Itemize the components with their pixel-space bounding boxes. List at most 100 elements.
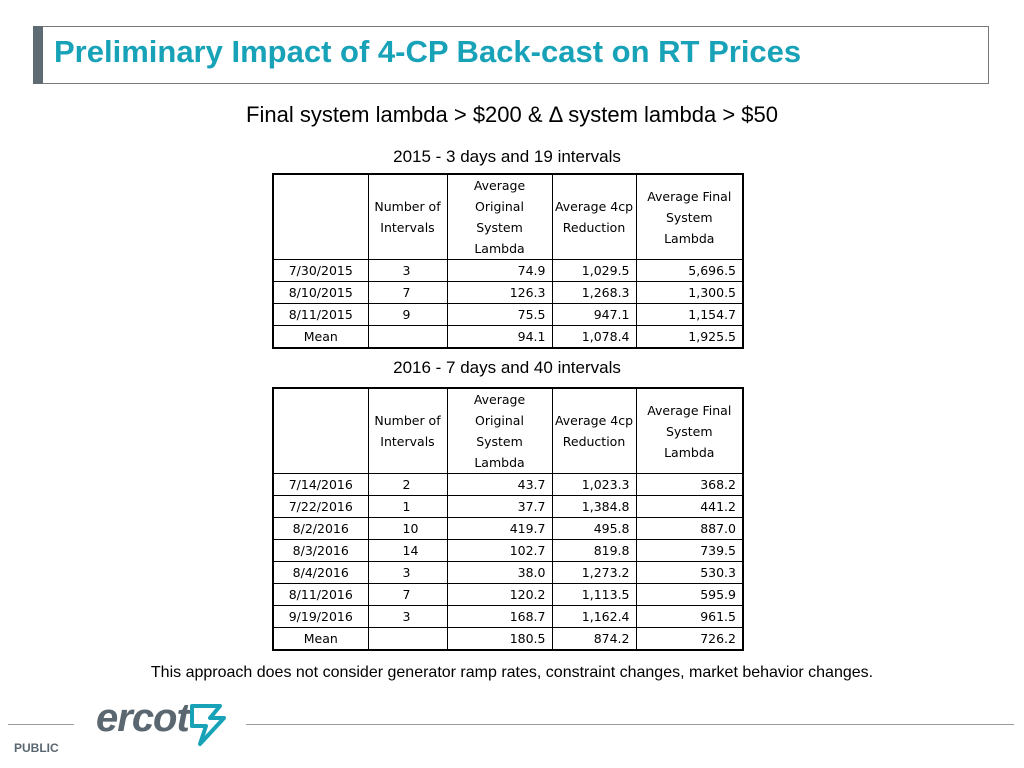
header-avg-reduction: Average 4cp Reduction: [551, 387, 636, 474]
final-cell: 368.2: [635, 473, 744, 496]
reduction-cell: 1,029.5: [551, 259, 637, 282]
header-avg-final-line: System: [665, 209, 713, 225]
header-avg-reduction-line: Reduction: [562, 220, 626, 235]
date-cell: 7/22/2016: [272, 495, 369, 518]
section-heading-2016: 2016 - 7 days and 40 intervals: [393, 358, 621, 377]
reduction-cell: 947.1: [551, 303, 637, 326]
date-cell: 8/4/2016: [272, 561, 369, 584]
footer-rule-right: [246, 724, 1014, 725]
table-row: 8/3/2016 14 102.7 819.8 739.5: [272, 539, 744, 562]
table-row: 8/11/2015 9 75.5 947.1 1,154.7: [272, 303, 744, 326]
header-avg-original-line: Original: [475, 413, 524, 428]
reduction-cell: 819.8: [551, 539, 637, 562]
original-cell: 75.5: [446, 303, 553, 326]
intervals-cell: 3: [367, 561, 448, 584]
classification-label: PUBLIC: [14, 741, 59, 755]
header-intervals: Number of Intervals: [368, 387, 448, 474]
intervals-cell: 9: [367, 303, 448, 326]
table-row: 7/22/2016 1 37.7 1,384.8 441.2: [272, 495, 744, 518]
date-cell: 7/14/2016: [272, 473, 369, 496]
final-cell: 441.2: [635, 495, 744, 518]
header-date-blank: [272, 387, 369, 474]
intervals-cell: 1: [367, 495, 448, 518]
date-cell: 8/11/2016: [272, 583, 369, 606]
reduction-cell: 1,268.3: [551, 281, 637, 304]
original-cell: 38.0: [446, 561, 553, 584]
header-avg-reduction-line: Average 4cp: [554, 199, 634, 214]
table-row: 9/19/2016 3 168.7 1,162.4 961.5: [272, 605, 744, 628]
header-avg-reduction-line: Reduction: [562, 434, 626, 449]
table-row: 8/2/2016 10 419.7 495.8 887.0: [272, 517, 744, 540]
header-intervals: Number of Intervals: [368, 173, 448, 260]
header-avg-reduction-line: Average 4cp: [554, 413, 634, 428]
reduction-cell: 1,273.2: [551, 561, 637, 584]
mean-original: 94.1: [446, 325, 553, 349]
header-avg-final-line: Lambda: [664, 444, 715, 460]
original-cell: 168.7: [446, 605, 553, 628]
header-avg-original: Average Original System Lambda: [447, 387, 552, 474]
header-intervals-line: Intervals: [380, 220, 435, 235]
reduction-cell: 1,384.8: [551, 495, 637, 518]
header-avg-reduction: Average 4cp Reduction: [551, 173, 636, 260]
header-intervals-line: Number of: [374, 199, 441, 214]
header-avg-original-line: Average: [473, 178, 526, 193]
date-cell: 8/3/2016: [272, 539, 369, 562]
ercot-logo: ercot: [96, 696, 190, 740]
mean-row: Mean 94.1 1,078.4 1,925.5: [272, 325, 744, 349]
mean-original: 180.5: [446, 627, 553, 651]
intervals-cell: 2: [367, 473, 448, 496]
intervals-cell: 10: [367, 517, 448, 540]
header-avg-original-line: System Lambda: [474, 220, 525, 256]
mean-label: Mean: [272, 325, 369, 349]
mean-label: Mean: [272, 627, 369, 651]
intervals-cell: 3: [367, 259, 448, 282]
table-row: 7/14/2016 2 43.7 1,023.3 368.2: [272, 473, 744, 496]
original-cell: 43.7: [446, 473, 553, 496]
table-2016: Number of Intervals Average Original System …: [272, 387, 744, 651]
header-intervals-line: Intervals: [380, 434, 435, 449]
date-cell: 7/30/2015: [272, 259, 369, 282]
original-cell: 120.2: [446, 583, 553, 606]
header-avg-original: Average Original System Lambda: [447, 173, 552, 260]
reduction-cell: 1,023.3: [551, 473, 637, 496]
footnote: This approach does not consider generato…: [150, 664, 874, 681]
mean-reduction: 874.2: [551, 627, 637, 651]
final-cell: 1,154.7: [635, 303, 744, 326]
ercot-bolt-icon: [190, 704, 226, 746]
final-cell: 739.5: [635, 539, 744, 562]
footer-rule-left: [8, 724, 74, 725]
header-avg-final: Average Final System Lambda: [635, 173, 744, 260]
header-avg-final: Average Final System Lambda: [635, 387, 744, 474]
header-avg-original-line: System Lambda: [474, 434, 525, 470]
table-row: 7/30/2015 3 74.9 1,029.5 5,696.5: [272, 259, 744, 282]
original-cell: 37.7: [446, 495, 553, 518]
reduction-cell: 495.8: [551, 517, 637, 540]
intervals-cell: 7: [367, 281, 448, 304]
header-date-blank: [272, 173, 369, 260]
final-cell: 1,300.5: [635, 281, 744, 304]
mean-intervals-blank: [367, 627, 448, 651]
date-cell: 9/19/2016: [272, 605, 369, 628]
original-cell: 126.3: [446, 281, 553, 304]
header-avg-final-line: System: [665, 423, 713, 439]
table-2015: Number of Intervals Average Original System …: [272, 173, 744, 349]
final-cell: 530.3: [635, 561, 744, 584]
intervals-cell: 3: [367, 605, 448, 628]
header-avg-original-line: Average: [473, 392, 526, 407]
date-cell: 8/10/2015: [272, 281, 369, 304]
header-avg-final-line: Average Final: [647, 188, 732, 204]
mean-reduction: 1,078.4: [551, 325, 637, 349]
header-avg-final-line: Average Final: [647, 402, 732, 418]
intervals-cell: 7: [367, 583, 448, 606]
slide-subtitle: Final system lambda > $200 & Δ system la…: [246, 102, 778, 127]
title-accent-bar: [33, 26, 43, 84]
table-row: 8/4/2016 3 38.0 1,273.2 530.3: [272, 561, 744, 584]
date-cell: 8/11/2015: [272, 303, 369, 326]
original-cell: 102.7: [446, 539, 553, 562]
mean-intervals-blank: [367, 325, 448, 349]
reduction-cell: 1,113.5: [551, 583, 637, 606]
mean-final: 1,925.5: [635, 325, 744, 349]
reduction-cell: 1,162.4: [551, 605, 637, 628]
header-avg-original-line: Original: [475, 199, 524, 214]
original-cell: 419.7: [446, 517, 553, 540]
